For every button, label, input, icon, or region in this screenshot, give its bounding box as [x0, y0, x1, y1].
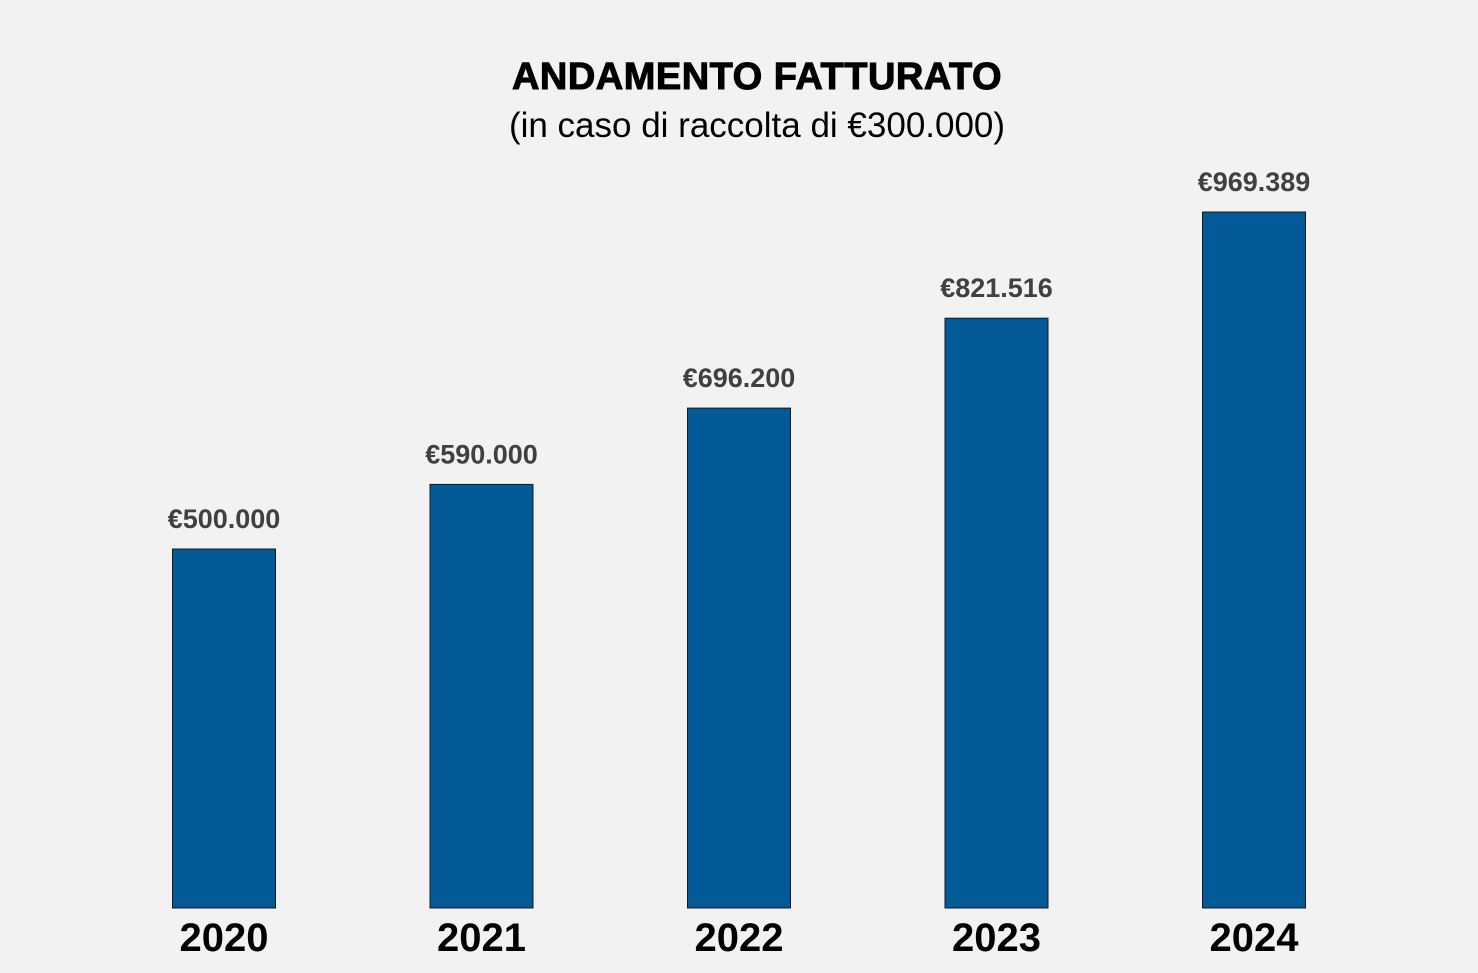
bar-2022	[687, 407, 791, 909]
category-label-2022: 2022	[695, 916, 784, 960]
category-label-2024: 2024	[1210, 916, 1300, 960]
bar-2020	[172, 548, 276, 909]
value-label-2024: €969.389	[1198, 167, 1311, 197]
value-label-2023: €821.516	[940, 273, 1053, 303]
category-label-2020: 2020	[180, 916, 269, 960]
category-labels-group: 2020 2021 2022 2023 2024	[180, 916, 1300, 960]
bar-2021	[429, 483, 534, 909]
bar-2024	[1202, 211, 1306, 909]
chart-subtitle: (in caso di raccolta di €300.000)	[508, 106, 1006, 145]
category-label-2021: 2021	[437, 916, 526, 960]
value-label-2021: €590.000	[425, 439, 538, 469]
bars-group	[172, 211, 1306, 909]
value-label-2020: €500.000	[168, 504, 281, 534]
value-label-2022: €696.200	[683, 363, 796, 393]
category-label-2023: 2023	[952, 916, 1041, 960]
value-labels-group: €500.000 €590.000 €696.200 €821.516 €969.389	[168, 167, 1311, 534]
bar-2023	[944, 317, 1049, 909]
chart-title: ANDAMENTO FATTURATO	[511, 56, 1003, 99]
